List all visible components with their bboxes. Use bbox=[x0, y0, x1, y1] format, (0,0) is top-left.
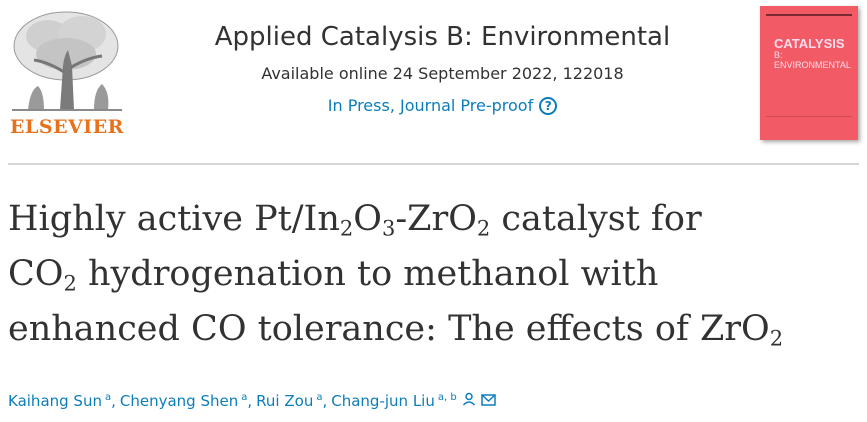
cover-top-rule bbox=[766, 14, 852, 16]
cover-bottom-rule bbox=[766, 116, 852, 117]
title-line-1: Highly active Pt/In2O3-ZrO2 catalyst for bbox=[8, 199, 702, 241]
article-title: Highly active Pt/In2O3-ZrO2 catalyst for… bbox=[8, 192, 863, 357]
header-divider bbox=[8, 163, 859, 165]
author-list: Kaihang Sun a, Chenyang Shen a, Rui Zou a, … bbox=[8, 392, 496, 410]
person-icon[interactable] bbox=[462, 392, 476, 410]
publisher-name[interactable]: ELSEVIER bbox=[10, 116, 124, 138]
author-separator: , bbox=[247, 392, 253, 410]
author-link[interactable]: Chenyang Shen a bbox=[119, 392, 248, 410]
author-link[interactable]: Kaihang Sun a bbox=[8, 392, 112, 410]
title-line-2: CO2 hydrogenation to methanol with bbox=[8, 254, 659, 296]
envelope-icon[interactable] bbox=[480, 392, 496, 410]
available-online-date: Available online 24 September 2022, 1220… bbox=[261, 64, 624, 83]
elsevier-tree-logo bbox=[8, 6, 126, 116]
status-link[interactable]: In Press, Journal Pre-proof bbox=[327, 96, 534, 115]
journal-title-link[interactable]: Applied Catalysis B: Environmental bbox=[214, 22, 671, 52]
journal-cover[interactable]: CATALYSIS B: ENVIRONMENTAL bbox=[760, 6, 858, 140]
author-link[interactable]: Rui Zou a bbox=[256, 392, 323, 410]
cover-word: CATALYSIS bbox=[774, 36, 845, 51]
elsevier-logo[interactable] bbox=[8, 6, 126, 144]
article-header: ELSEVIER Applied Catalysis B: Environmen… bbox=[0, 0, 867, 165]
help-icon[interactable]: ? bbox=[539, 96, 558, 115]
title-line-3: enhanced CO tolerance: The effects of Zr… bbox=[8, 309, 784, 351]
journal-info: Applied Catalysis B: Environmental Avail… bbox=[150, 22, 735, 115]
author-separator: , bbox=[322, 392, 328, 410]
author-link[interactable]: Chang-jun Liu a, b bbox=[331, 392, 457, 410]
author-separator: , bbox=[111, 392, 116, 410]
article-status: In Press, Journal Pre-proof ? bbox=[150, 96, 735, 115]
cover-subword: B: ENVIRONMENTAL bbox=[774, 50, 851, 70]
